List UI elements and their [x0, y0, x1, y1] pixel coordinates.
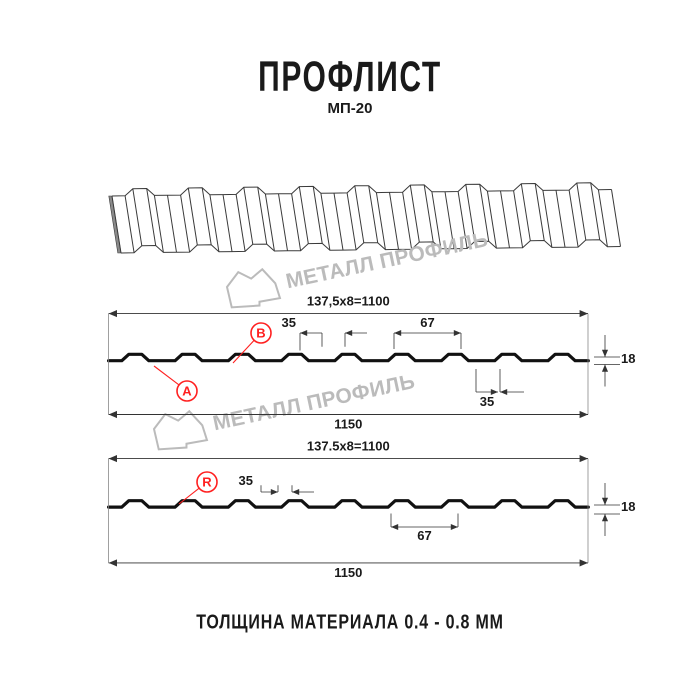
svg-text:1150: 1150 [334, 565, 362, 580]
svg-text:67: 67 [417, 528, 431, 543]
svg-text:35: 35 [239, 473, 253, 488]
svg-text:137.5х8=1100: 137.5х8=1100 [307, 439, 390, 454]
svg-text:67: 67 [420, 315, 434, 330]
svg-text:137,5х8=1100: 137,5х8=1100 [307, 294, 390, 309]
svg-text:35: 35 [282, 315, 296, 330]
svg-text:A: A [182, 384, 192, 399]
svg-text:R: R [202, 475, 212, 490]
svg-text:35: 35 [480, 394, 494, 409]
svg-text:1150: 1150 [334, 417, 362, 432]
svg-text:18: 18 [621, 499, 635, 514]
svg-text:18: 18 [621, 351, 635, 366]
svg-text:B: B [256, 326, 265, 341]
